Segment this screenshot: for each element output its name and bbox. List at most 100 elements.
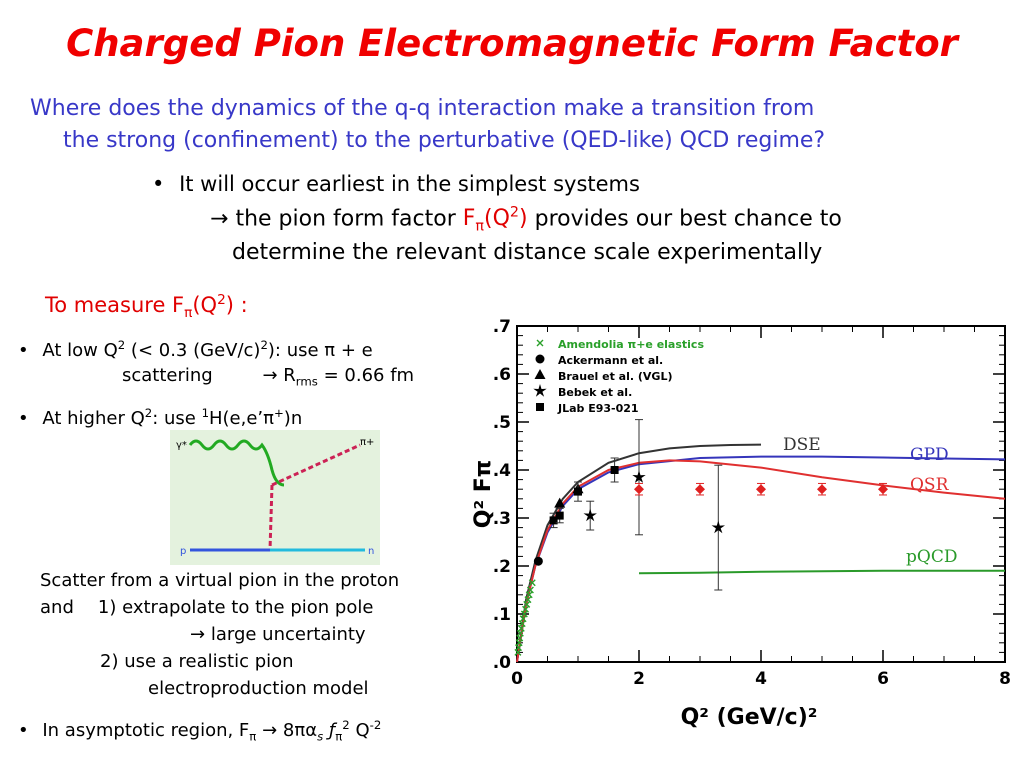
gamma-label: γ*	[176, 440, 187, 451]
form-factor-chart: .0 .1 .2 .3 .4 .5 .6 .7 0 2 4 6 8 Q² (GeV/c)² Q² Fπ DSE…	[471, 317, 1011, 730]
data-point-x	[526, 586, 534, 594]
data-point-x-glyph	[524, 596, 532, 604]
data-point-square	[555, 511, 564, 520]
data-point-star-glyph	[583, 508, 597, 522]
diagram-background	[170, 430, 380, 565]
data-point-square	[574, 487, 582, 496]
legend-label: Amendolia π+e elastics	[558, 338, 704, 351]
y-tick-label: .6	[493, 365, 511, 385]
data-point-diamond-glyph	[817, 484, 827, 495]
data-point-square-glyph	[555, 511, 564, 520]
bullet-1-line1: It will occur earliest in the simplest s…	[179, 172, 640, 196]
data-point-square-glyph	[549, 516, 558, 525]
y-tick-label: .2	[493, 557, 511, 577]
bullet-1-line3: determine the relevant distance scale ex…	[232, 240, 823, 265]
legend-label: Bebek et al.	[558, 386, 632, 399]
proton-label: p	[180, 546, 186, 557]
data-point-x	[528, 579, 536, 587]
x-axis-title: Q² (GeV/c)²	[681, 705, 818, 730]
curve-pqcd	[638, 569, 1005, 575]
data-point-x-glyph	[522, 605, 530, 613]
data-point-diamond-glyph	[634, 484, 644, 495]
legend-label: Ackermann et al.	[558, 354, 663, 367]
data-point-diamond	[817, 484, 827, 495]
curve-dse	[516, 443, 762, 663]
y-axis-title: Q² Fπ	[471, 460, 496, 528]
bullet-dot: •	[152, 172, 165, 196]
data-point-square-glyph	[610, 466, 619, 474]
data-point-diamond-glyph	[695, 484, 705, 495]
legend-marker-square-glyph	[536, 403, 544, 411]
high-q-bullet: • At higher Q2: use 1H(e,e’π+)n	[18, 406, 303, 429]
data-point-x	[520, 610, 528, 618]
arrow-icon: →	[190, 624, 206, 645]
scatter-line3: → large uncertainty	[190, 624, 366, 645]
y-tick-label: .7	[493, 317, 511, 337]
data-point-square	[549, 516, 558, 525]
low-q-line2: scattering → Rrms = 0.66 fm	[122, 365, 415, 389]
form-factor-symbol: Fπ(Q2)	[462, 205, 528, 235]
data-point-diamond-glyph	[756, 484, 766, 495]
arrow-icon: →	[262, 365, 278, 386]
intro-line-2: the strong (confinement) to the perturba…	[63, 128, 826, 153]
legend-marker-square	[536, 403, 544, 411]
asymptotic-bullet: • In asymptotic region, Fπ → 8παs ƒπ2 Q-…	[18, 718, 382, 744]
data-point-diamond	[695, 484, 705, 495]
feynman-diagram: γ* π+ p n	[170, 430, 380, 565]
x-tick-label: 8	[999, 669, 1011, 689]
pi-plus-label: π+	[360, 437, 374, 448]
data-point-square	[610, 466, 619, 474]
y-tick-label: .1	[493, 605, 511, 625]
data-point-star	[632, 470, 646, 483]
scatter-line1: Scatter from a virtual pion in the proto…	[40, 570, 400, 591]
curve-label-qsr: QSR	[910, 475, 950, 495]
measure-heading: To measure Fπ(Q2) :	[45, 292, 248, 322]
legend-marker-triangle	[534, 369, 546, 379]
scatter-line5: electroproduction model	[148, 678, 369, 699]
legend-label: Brauel et al. (VGL)	[558, 370, 672, 383]
data-point-triangle-glyph	[554, 497, 566, 508]
curve-label-pqcd: pQCD	[906, 547, 957, 567]
data-point-diamond	[634, 484, 644, 495]
data-point-star	[711, 520, 725, 534]
intro-line-1: Where does the dynamics of the q-q inter…	[30, 96, 815, 121]
data-point-x	[519, 615, 527, 623]
virtual-pion-line	[268, 484, 274, 551]
legend-marker-circle-glyph	[535, 354, 545, 364]
legend-marker-star	[533, 384, 547, 397]
data-point-x	[524, 596, 532, 604]
low-q-bullet: • At low Q2 (< 0.3 (GeV/c)2): use π + e	[18, 338, 373, 361]
bullet-1-line2: → the pion form factor Fπ(Q2) provides o…	[210, 205, 842, 235]
data-point-x	[525, 591, 533, 599]
data-point-circle-glyph	[533, 556, 543, 566]
legend-marker-triangle-glyph	[534, 369, 546, 379]
data-point-x-glyph	[523, 600, 531, 608]
y-tick-label: .3	[493, 509, 511, 529]
data-point-x	[522, 605, 530, 613]
data-point-circle	[533, 556, 543, 566]
x-tick-label: 6	[877, 669, 889, 689]
data-point-square-glyph	[574, 487, 582, 496]
data-point-star	[583, 508, 597, 522]
data-point-x-glyph	[526, 586, 534, 594]
data-point-x	[523, 600, 531, 608]
legend-marker-x-glyph	[536, 339, 544, 347]
photon-line	[188, 439, 285, 487]
data-point-star-glyph	[711, 520, 725, 534]
legend-marker-circle	[535, 354, 545, 364]
y-tick-label: .5	[493, 413, 511, 433]
scatter-line2: and 1) extrapolate to the pion pole	[40, 597, 374, 618]
x-tick-label: 2	[633, 669, 645, 689]
data-point-x-glyph	[528, 579, 536, 587]
data-point-diamond	[878, 484, 888, 495]
data-point-diamond-glyph	[878, 484, 888, 495]
data-point-x-glyph	[525, 591, 533, 599]
page-title: Charged Pion Electromagnetic Form Factor	[66, 22, 958, 65]
legend-marker-star-glyph	[533, 384, 547, 397]
curve-label-dse: DSE	[783, 435, 821, 455]
y-tick-label: .0	[493, 653, 511, 673]
data-point-x-glyph	[520, 610, 528, 618]
neutron-label: n	[368, 546, 374, 557]
y-tick-label: .4	[493, 461, 511, 481]
arrow-icon: →	[210, 206, 229, 232]
